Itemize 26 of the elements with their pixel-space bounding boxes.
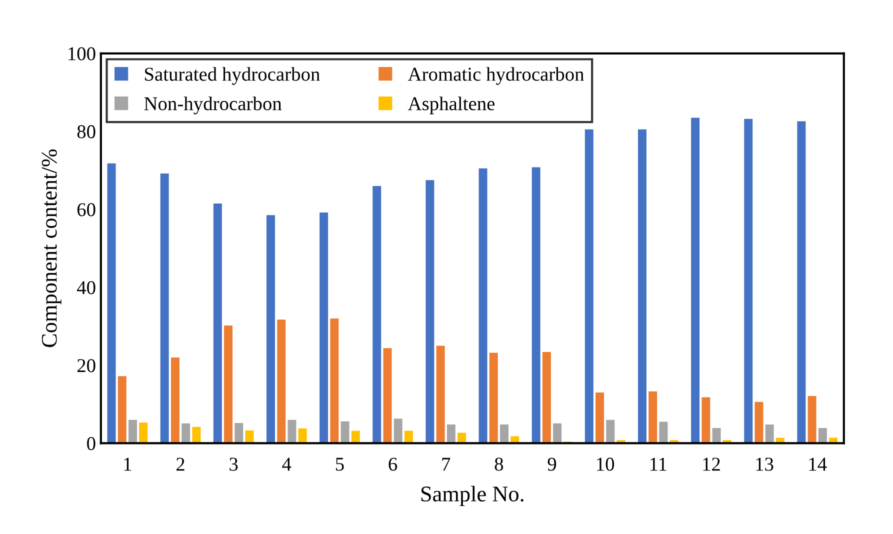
x-tick-label: 7 xyxy=(442,458,450,471)
y-tick-label: 100 xyxy=(68,47,96,60)
x-tick-label: 12 xyxy=(703,458,720,471)
x-tick-label: 4 xyxy=(282,458,292,471)
x-tick-label: 8 xyxy=(494,458,504,471)
x-tick-label: 3 xyxy=(230,458,238,471)
legend-label: Non-hydrocarbon xyxy=(144,96,282,114)
y-tick-label: 0 xyxy=(87,437,96,450)
x-tick-label: 6 xyxy=(388,458,398,471)
x-tick-label: 13 xyxy=(756,458,774,471)
y-tick-label: 40 xyxy=(76,281,96,294)
x-tick-label: 10 xyxy=(597,458,614,471)
legend-label: Asphaltene xyxy=(408,96,495,114)
legend-label: Saturated hydrocarbon xyxy=(144,67,320,85)
y-tick-label: 60 xyxy=(77,203,96,216)
x-tick-label: 14 xyxy=(809,458,827,471)
legend-label: Aromatic hydrocarbon xyxy=(408,67,584,85)
y-tick-label: 80 xyxy=(77,125,96,138)
x-tick-label: 11 xyxy=(650,458,666,471)
x-tick-label: 1 xyxy=(124,458,132,471)
x-tick-label: 9 xyxy=(548,458,556,471)
y-axis-title: Component content/% xyxy=(42,149,62,348)
y-tick-label: 20 xyxy=(77,359,96,372)
x-tick-label: 5 xyxy=(336,458,344,471)
x-tick-label: 2 xyxy=(176,458,184,471)
x-axis-title: Sample No. xyxy=(421,486,524,506)
